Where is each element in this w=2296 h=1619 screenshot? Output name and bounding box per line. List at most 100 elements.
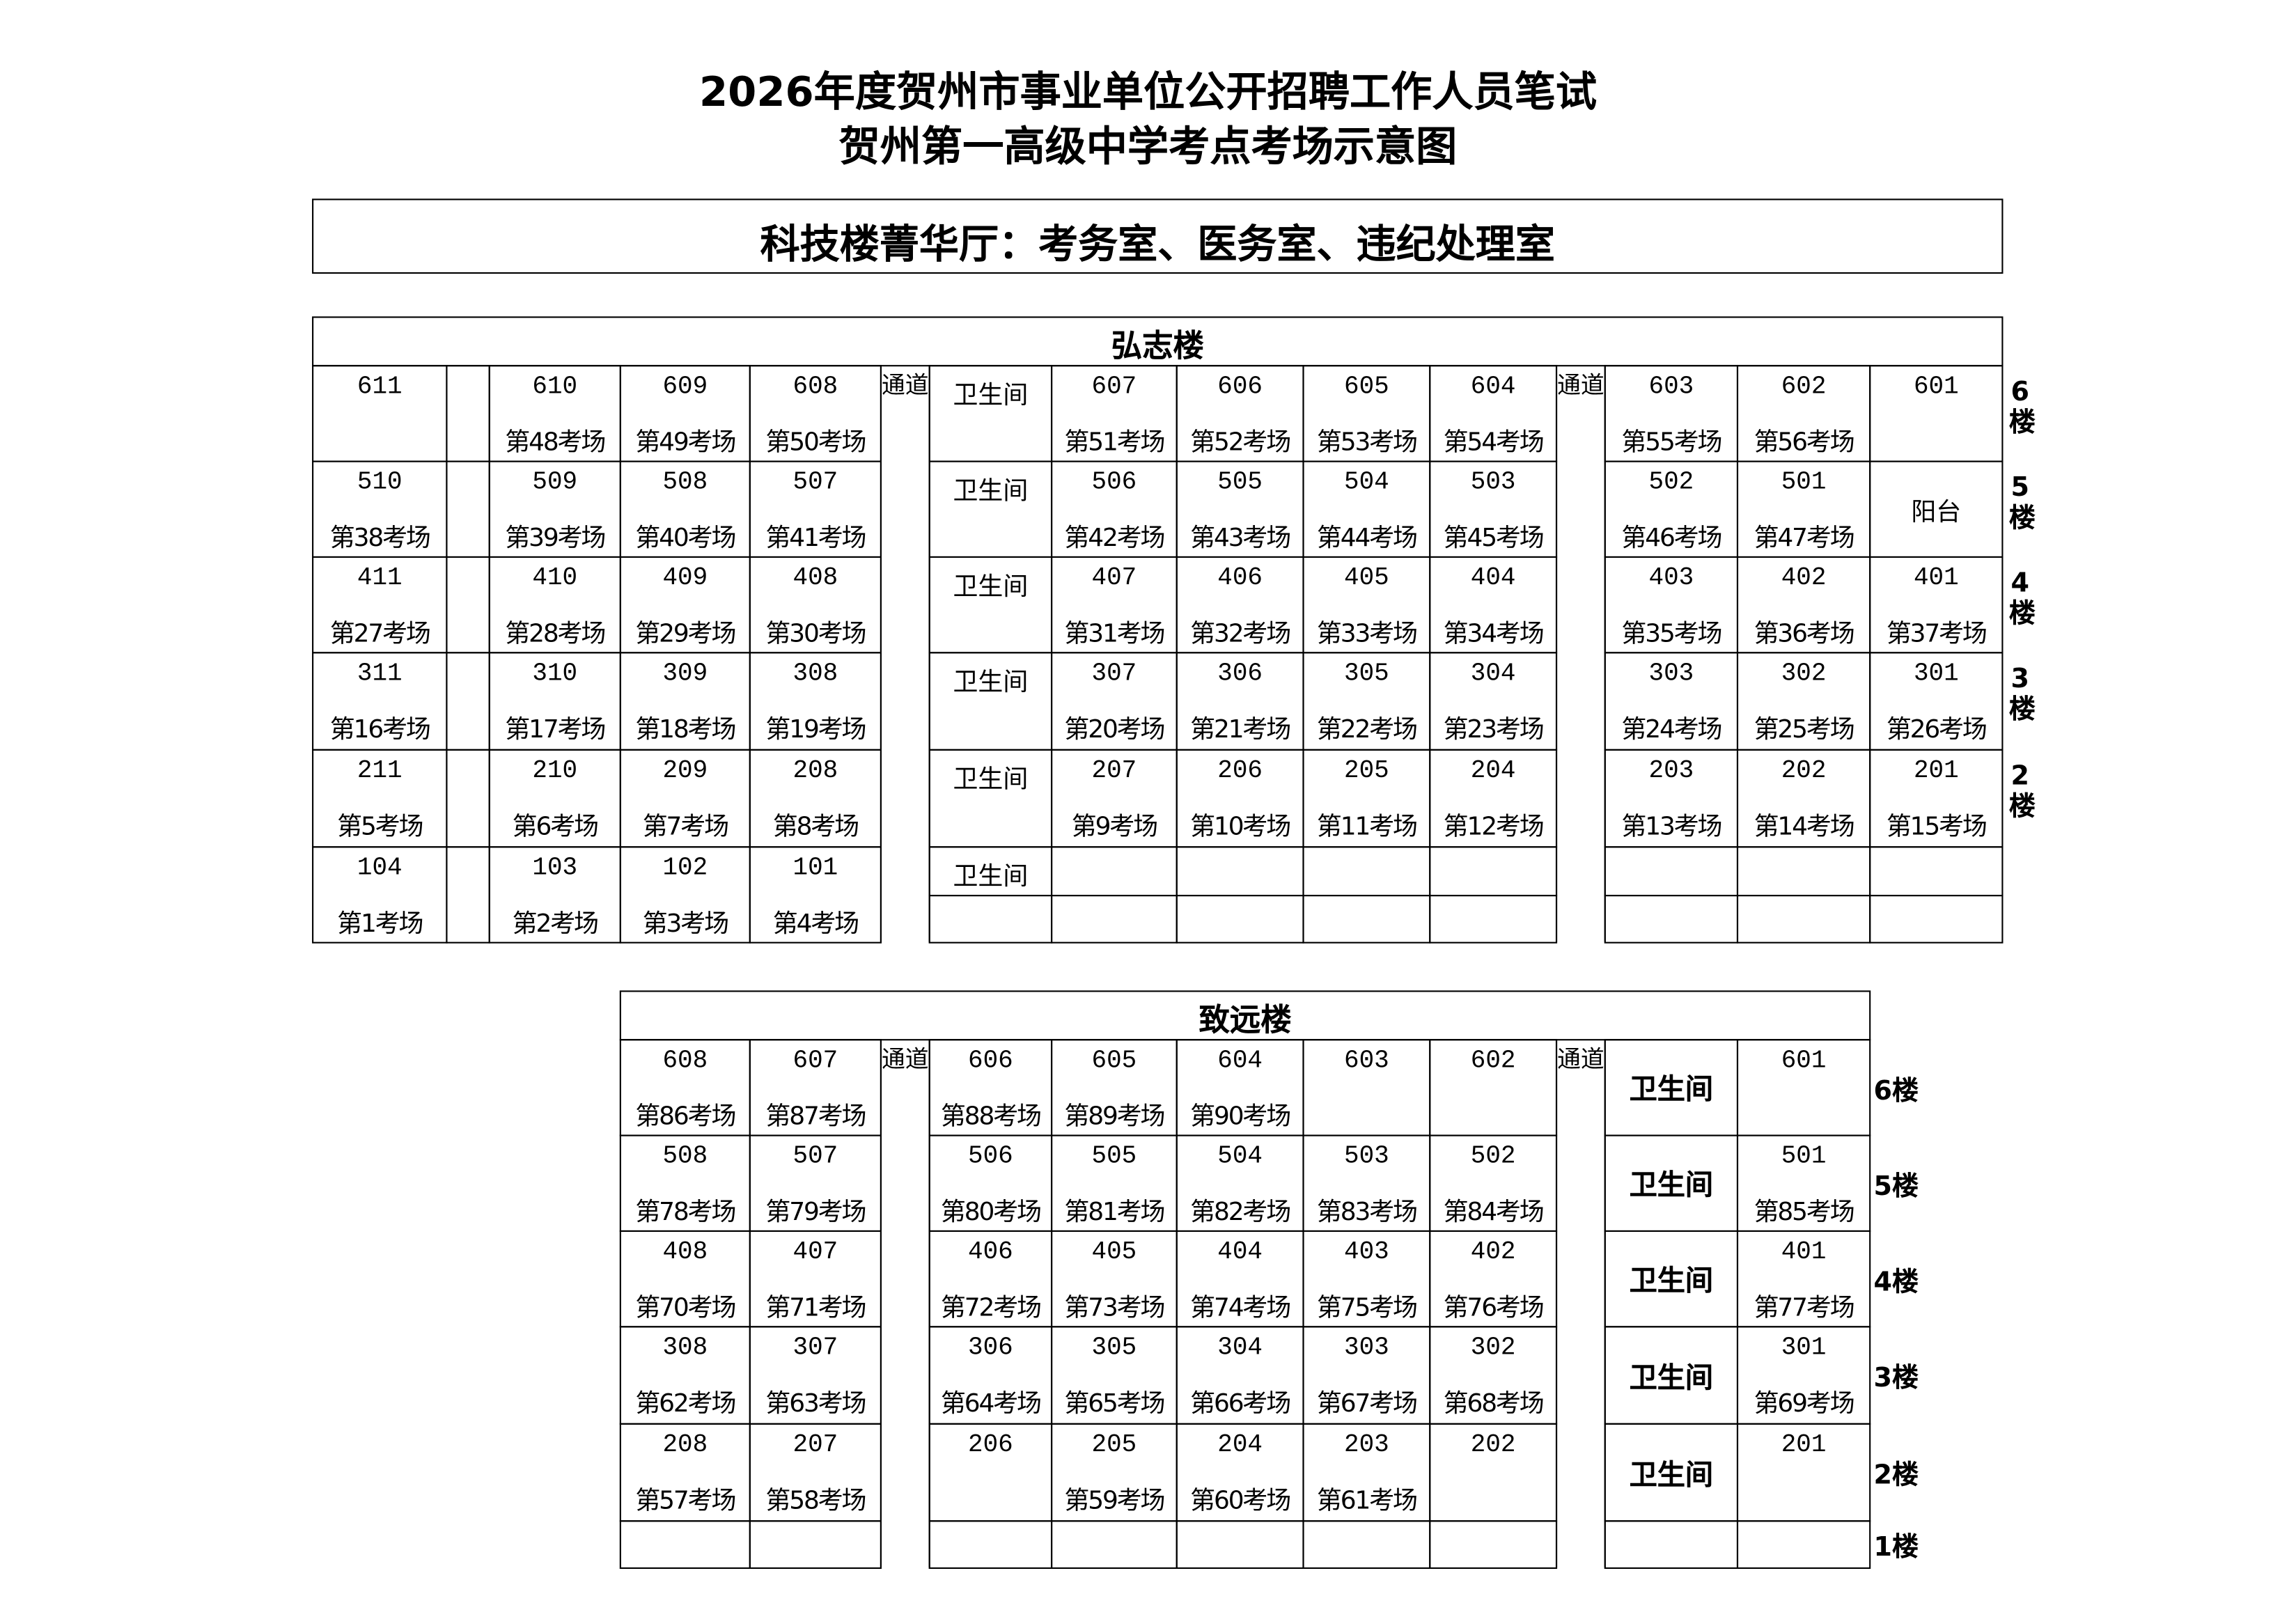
room-number: 611 — [357, 373, 403, 402]
exam-room-label: 第90考场 — [1190, 1102, 1291, 1132]
room-number: 405 — [1344, 565, 1389, 593]
room-number: 507 — [792, 1143, 838, 1172]
room-cell: 401 第37考场 — [1869, 556, 2004, 654]
room-cell — [1176, 1520, 1304, 1569]
room-cell — [1051, 1520, 1178, 1569]
exam-room-label: 第75考场 — [1316, 1293, 1418, 1324]
exam-room-label: 第89考场 — [1064, 1102, 1165, 1132]
office-notice-box: 科技楼菁华厅：考务室、医务室、违纪处理室 — [312, 198, 2004, 274]
exam-room-label: 第10考场 — [1190, 812, 1291, 842]
room-cell: 501 第85考场 — [1736, 1134, 1871, 1232]
restroom-label: 卫生间 — [953, 381, 1029, 411]
room-cell — [1869, 846, 2004, 897]
exam-room-label: 第2考场 — [512, 909, 599, 939]
room-cell — [1604, 895, 1739, 944]
room-number: 103 — [532, 854, 578, 884]
room-cell: 403 第75考场 — [1302, 1230, 1431, 1328]
room-number: 504 — [1344, 469, 1389, 498]
exam-room-label: 第7考场 — [642, 812, 729, 842]
room-cell — [446, 460, 490, 558]
room-number: 206 — [968, 1432, 1013, 1460]
room-number: 104 — [357, 854, 403, 884]
exam-room-label: 第49考场 — [635, 428, 736, 458]
room-cell: 202 — [1429, 1423, 1558, 1522]
room-number: 404 — [1470, 565, 1516, 593]
room-number: 605 — [1091, 1047, 1137, 1076]
room-cell: 603 第55考场 — [1604, 365, 1739, 462]
room-number: 303 — [1344, 1334, 1389, 1363]
exam-room-label: 第27考场 — [329, 619, 431, 650]
room-number: 301 — [1781, 1334, 1827, 1363]
exam-room-label: 第3考场 — [642, 909, 729, 939]
exam-room-label: 第71考场 — [765, 1293, 866, 1324]
corridor: 通道 — [880, 365, 930, 942]
room-cell — [1051, 846, 1178, 897]
room-number: 508 — [662, 1143, 708, 1172]
exam-room-label: 第21考场 — [1190, 715, 1291, 745]
restroom-label: 卫生间 — [1629, 1169, 1714, 1202]
room-cell: 506 第42考场 — [1051, 460, 1178, 558]
room-number: 208 — [792, 758, 838, 786]
room-cell: 504 第44考场 — [1302, 460, 1431, 558]
room-cell: 311 第16考场 — [312, 652, 448, 751]
room-number: 408 — [662, 1239, 708, 1267]
exam-room-label: 第30考场 — [765, 619, 866, 650]
room-cell: 卫生间 — [928, 556, 1053, 654]
room-cell: 401 第77考场 — [1736, 1230, 1871, 1328]
room-note: 阳台 — [1911, 498, 1962, 528]
room-cell — [446, 749, 490, 848]
room-number: 308 — [792, 660, 838, 689]
room-number: 607 — [1091, 373, 1137, 402]
room-number: 101 — [792, 854, 838, 884]
room-cell — [1736, 895, 1871, 944]
room-number: 401 — [1913, 565, 1959, 593]
room-cell: 503 第83考场 — [1302, 1134, 1431, 1232]
exam-room-label: 第26考场 — [1886, 715, 1987, 745]
room-number: 501 — [1781, 1143, 1827, 1172]
room-cell — [1051, 895, 1178, 944]
exam-room-label: 第11考场 — [1316, 812, 1418, 842]
exam-room-label: 第66考场 — [1190, 1389, 1291, 1419]
restroom-label: 卫生间 — [953, 476, 1029, 507]
corridor-label: 通道 — [881, 1045, 929, 1073]
exam-room-label: 第48考场 — [505, 428, 606, 458]
exam-room-label: 第65考场 — [1064, 1389, 1165, 1419]
room-number: 309 — [662, 660, 708, 689]
room-cell: 203 第13考场 — [1604, 749, 1739, 848]
room-number: 408 — [792, 565, 838, 593]
room-cell: 卫生间 — [928, 460, 1053, 558]
room-cell — [1604, 1520, 1739, 1569]
building-header: 弘志楼 — [312, 316, 2004, 367]
room-cell: 502 第84考场 — [1429, 1134, 1558, 1232]
exam-room-label: 第18考场 — [635, 715, 736, 745]
room-cell — [1302, 846, 1431, 897]
room-cell — [1176, 846, 1304, 897]
exam-room-label: 第25考场 — [1754, 715, 1855, 745]
room-cell: 507 第79考场 — [749, 1134, 882, 1232]
room-cell: 406 第32考场 — [1176, 556, 1304, 654]
exam-room-label: 第46考场 — [1621, 524, 1722, 554]
room-cell: 602 第56考场 — [1736, 365, 1871, 462]
room-number: 608 — [662, 1047, 708, 1076]
room-number: 402 — [1781, 565, 1827, 593]
room-cell: 406 第72考场 — [928, 1230, 1053, 1328]
exam-room-label: 第17考场 — [505, 715, 606, 745]
room-cell: 608 第86考场 — [619, 1039, 751, 1136]
room-number: 608 — [792, 373, 838, 402]
room-cell: 211 第5考场 — [312, 749, 448, 848]
exam-room-label: 第55考场 — [1621, 428, 1722, 458]
room-cell: 201 — [1736, 1423, 1871, 1522]
room-cell: 卫生间 — [928, 846, 1053, 897]
room-cell: 303 第24考场 — [1604, 652, 1739, 751]
room-cell: 609 第49考场 — [619, 365, 751, 462]
room-number: 509 — [532, 469, 578, 498]
room-cell: 208 第8考场 — [749, 749, 882, 848]
room-cell: 302 第68考场 — [1429, 1326, 1558, 1425]
room-cell — [446, 556, 490, 654]
room-number: 305 — [1344, 660, 1389, 689]
room-cell: 510 第38考场 — [312, 460, 448, 558]
room-cell: 卫生间 — [928, 749, 1053, 848]
room-number: 306 — [1217, 660, 1263, 689]
room-number: 406 — [968, 1239, 1013, 1267]
room-cell: 504 第82考场 — [1176, 1134, 1304, 1232]
